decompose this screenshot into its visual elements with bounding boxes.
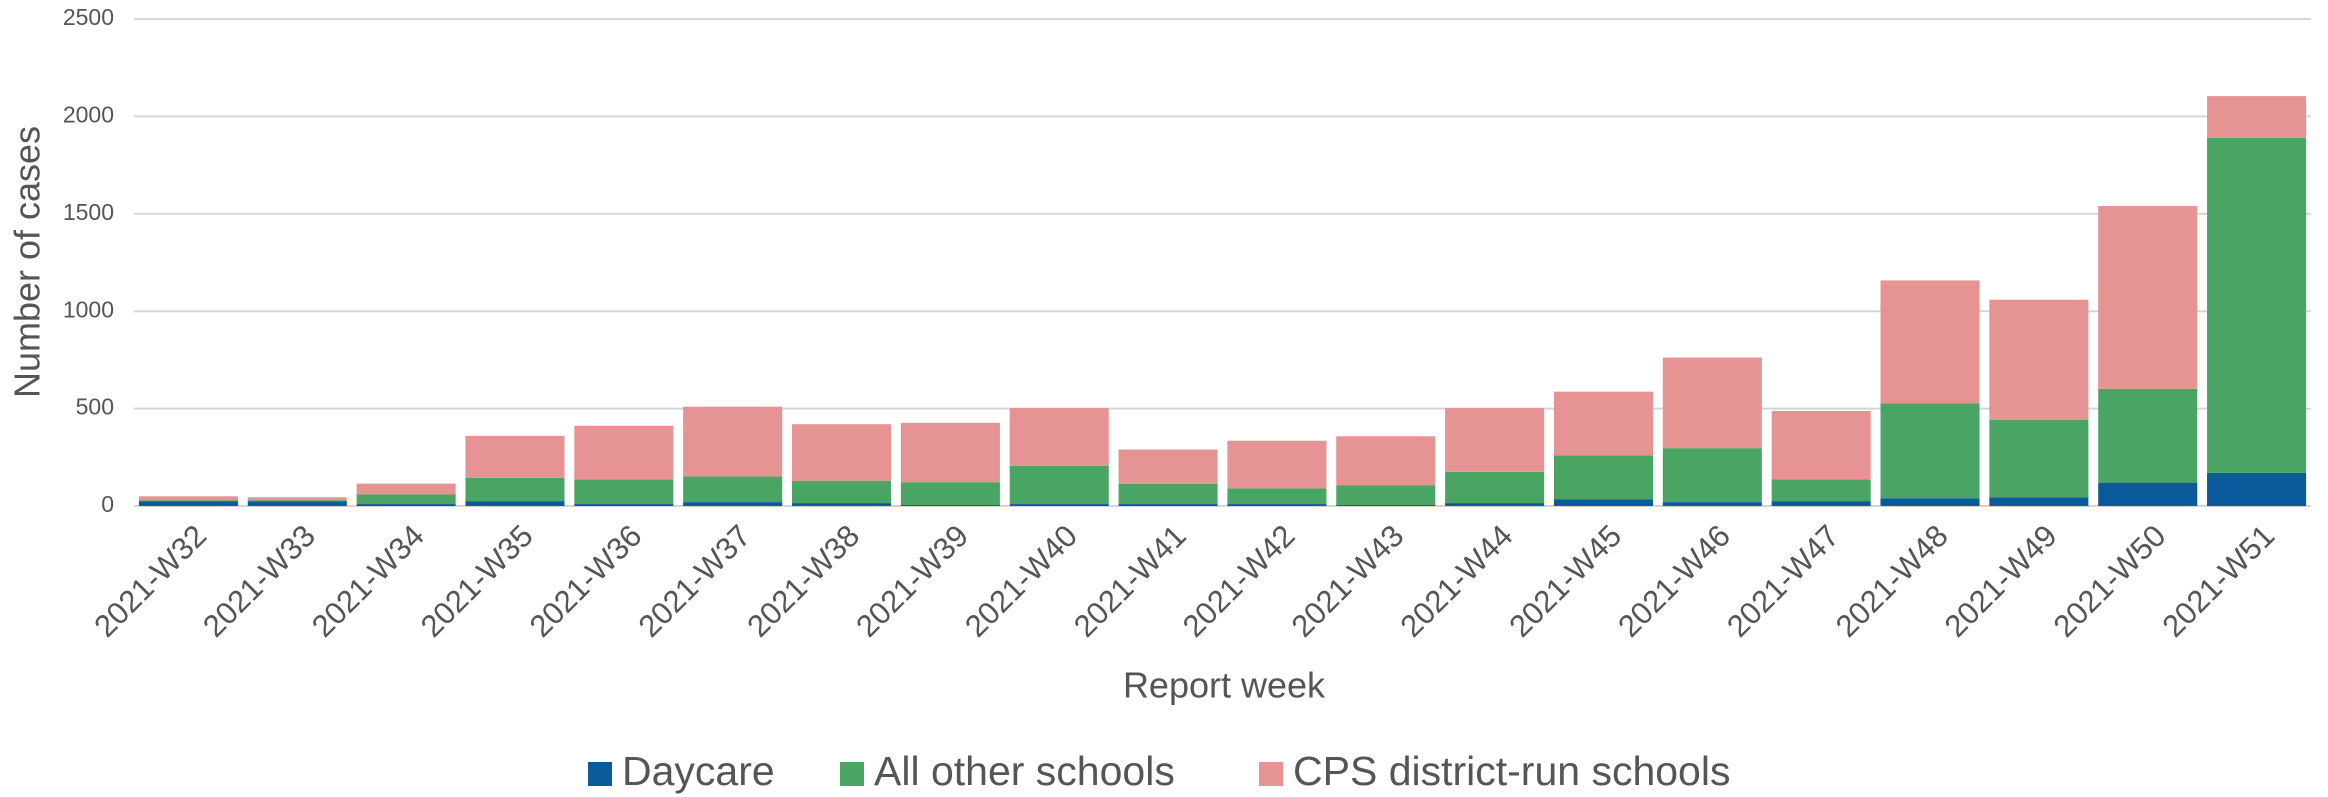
bar-segment (1880, 498, 1980, 506)
bar-segment (247, 500, 347, 502)
bar-segment (683, 502, 783, 506)
bar-segment (138, 496, 238, 501)
x-tick-label: 2021-W47 (1720, 518, 1846, 644)
bar-segment (2098, 206, 2198, 389)
bar-segment (1227, 504, 1327, 506)
x-tick-label: 2021-W43 (1285, 518, 1411, 644)
bar-segment (900, 482, 1000, 506)
bar-segment (1771, 501, 1871, 506)
bar-segment (1118, 483, 1218, 505)
x-tick-label: 2021-W38 (740, 518, 866, 644)
bar-segment (1662, 357, 1762, 449)
x-tick-label: 2021-W33 (196, 518, 322, 644)
legend-label: Daycare (622, 748, 775, 794)
bar-segment (247, 497, 347, 501)
x-tick-label: 2021-W48 (1829, 518, 1955, 644)
bar-segment (1118, 449, 1218, 484)
x-tick-label: 2021-W45 (1502, 518, 1628, 644)
legend-swatch (1259, 762, 1283, 786)
x-tick-label: 2021-W32 (87, 518, 213, 644)
x-tick-label: 2021-W49 (1938, 518, 2064, 644)
bar-segment (1118, 504, 1218, 506)
bar-segment (465, 477, 565, 502)
bar-segment (465, 435, 565, 478)
legend-swatch (840, 762, 864, 786)
bar-segment (1227, 440, 1327, 489)
x-tick-label: 2021-W50 (2047, 518, 2173, 644)
bar-segment (1771, 479, 1871, 502)
bar-segment (1445, 408, 1545, 472)
bar-segment (465, 501, 565, 506)
legend-swatch (588, 762, 612, 786)
bar-segment (356, 483, 456, 495)
bar-segment (1553, 455, 1654, 500)
y-tick-label: 1500 (63, 199, 114, 225)
x-tick-label: 2021-W42 (1176, 518, 1302, 644)
bar-segment (1553, 391, 1654, 456)
bar-segment (791, 480, 892, 504)
bar-segment (138, 501, 238, 506)
legend-label: CPS district-run schools (1293, 748, 1730, 794)
bar-segment (1771, 410, 1871, 480)
bar-segment (574, 479, 674, 505)
bar-segment (1553, 499, 1654, 506)
x-tick-label: 2021-W51 (2155, 518, 2281, 644)
bar-segment (2207, 96, 2307, 138)
bar-segment (1662, 448, 1762, 503)
bar-segment (574, 504, 674, 506)
bar-segment (1009, 408, 1109, 466)
bar-segment (1009, 465, 1109, 505)
bar-segment (1662, 502, 1762, 506)
x-tick-label: 2021-W46 (1611, 518, 1737, 644)
bar-segment (791, 424, 892, 481)
x-tick-label: 2021-W44 (1393, 518, 1519, 644)
bar-segment (900, 422, 1000, 483)
x-tick-label: 2021-W37 (632, 518, 758, 644)
bar-segment (2098, 388, 2198, 483)
y-tick-label: 0 (101, 491, 114, 517)
bar-segment (2098, 482, 2198, 506)
bar-segment (1989, 497, 2089, 506)
y-tick-label: 500 (76, 394, 114, 420)
bar-segment (1445, 503, 1545, 506)
x-tick-label: 2021-W41 (1067, 518, 1193, 644)
bar-segment (1227, 488, 1327, 505)
legend-label: All other schools (874, 748, 1175, 794)
bar-segment (683, 406, 783, 477)
y-axis-title: Number of cases (7, 126, 48, 398)
y-tick-label: 2000 (63, 101, 114, 127)
bar-segment (900, 505, 1000, 506)
x-tick-label: 2021-W35 (414, 518, 540, 644)
bar-segment (356, 494, 456, 505)
bar-segment (1336, 485, 1436, 506)
bar-segment (247, 501, 347, 506)
bar-segment (1880, 280, 1980, 404)
y-tick-label: 2500 (63, 4, 114, 30)
x-tick-label: 2021-W34 (305, 518, 431, 644)
bar-segment (138, 500, 238, 502)
bar-segment (1445, 471, 1545, 504)
bar-segment (2207, 137, 2307, 473)
x-axis-title: Report week (1123, 665, 1326, 706)
bar-segment (574, 425, 674, 480)
x-tick-label: 2021-W40 (958, 518, 1084, 644)
bar-segment (1336, 505, 1436, 506)
bar-segment (1989, 299, 2089, 420)
bar-segment (2207, 472, 2307, 506)
bar-segment (683, 476, 783, 503)
bar-segment (1009, 504, 1109, 506)
bar-segment (791, 503, 892, 506)
bar-segment (1989, 419, 2089, 498)
x-tick-label: 2021-W39 (849, 518, 975, 644)
y-tick-label: 1000 (63, 296, 114, 322)
bar-segment (1336, 436, 1436, 486)
bar-segment (356, 504, 456, 506)
x-tick-label: 2021-W36 (523, 518, 649, 644)
bar-segment (1880, 403, 1980, 499)
